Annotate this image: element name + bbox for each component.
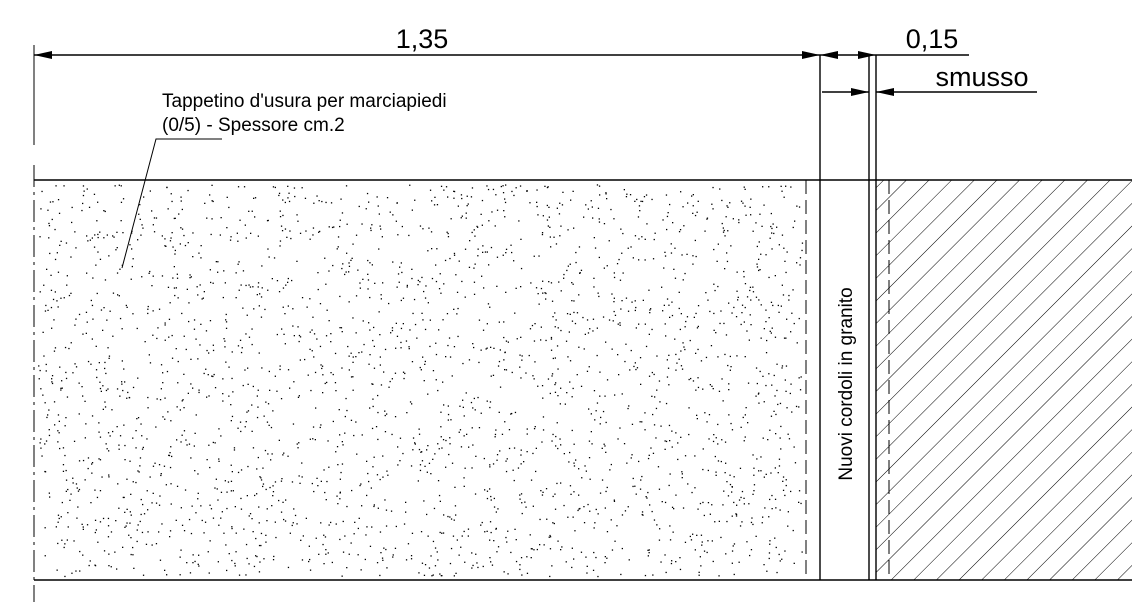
annotation-leader: Tappetino d'usura per marciapiedi (0/5) …: [121, 91, 447, 269]
dimension-main: 1,35: [33, 24, 820, 145]
annotation-line-1: Tappetino d'usura per marciapiedi: [162, 91, 447, 112]
dimension-main-label: 1,35: [396, 24, 449, 54]
annotation-line-2: (0/5) - Spessore cm.2: [162, 115, 345, 136]
dimension-curb: 0,15: [820, 24, 969, 59]
dimension-chamfer-label: smusso: [935, 62, 1028, 92]
hatched-area: [876, 180, 1132, 580]
asphalt-stipple-area: [34, 180, 806, 580]
dimension-chamfer: smusso: [822, 62, 1037, 96]
dimension-curb-label: 0,15: [906, 24, 959, 54]
curb-label: Nuovi cordoli in granito: [836, 287, 857, 480]
